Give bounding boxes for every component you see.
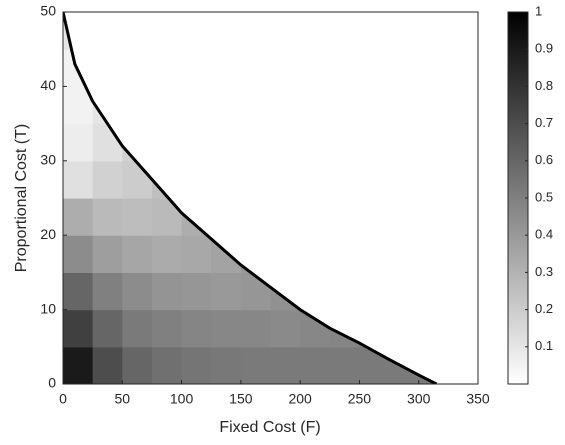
cell — [92, 272, 123, 311]
cell — [122, 272, 153, 311]
cell — [63, 160, 94, 199]
x-tick-label: 100 — [170, 391, 194, 407]
cell — [240, 309, 272, 348]
cells — [63, 12, 437, 384]
cell — [63, 272, 94, 311]
cell — [92, 198, 123, 236]
cell — [270, 309, 301, 348]
cell — [63, 123, 94, 162]
colorbar-tick-label: 0.3 — [535, 264, 553, 279]
cell — [63, 346, 94, 384]
cell — [122, 198, 153, 236]
x-tick-label: 150 — [229, 391, 253, 407]
cell — [151, 160, 183, 199]
cell — [240, 346, 272, 384]
plot-frame — [62, 11, 479, 385]
cell — [122, 309, 153, 348]
colorbar-tick-label: 0.8 — [535, 78, 553, 93]
colorbar-tick-label: 0.6 — [535, 152, 553, 167]
cell — [211, 346, 242, 384]
cell — [63, 235, 94, 273]
x-tick-label: 50 — [114, 391, 130, 407]
x-tick-label: 200 — [288, 391, 312, 407]
cell — [300, 309, 331, 348]
colorbar-tick-label: 0.9 — [535, 41, 553, 56]
cell — [151, 198, 183, 236]
colorbar-tick-label: 0.5 — [535, 189, 553, 204]
x-tick-label: 300 — [407, 391, 431, 407]
cell — [151, 309, 183, 348]
heatmap — [63, 12, 438, 384]
cell — [63, 309, 94, 348]
cell — [181, 346, 212, 384]
cell — [122, 160, 153, 199]
cell — [211, 272, 242, 311]
cell — [359, 309, 390, 348]
y-tick-label: 0 — [48, 375, 56, 391]
cell — [181, 309, 212, 348]
y-tick-label: 50 — [40, 3, 56, 19]
colorbar-tick-label: 0.2 — [535, 301, 553, 316]
boundary-line — [63, 12, 438, 384]
cell — [151, 235, 183, 273]
cell — [122, 235, 153, 273]
colorbar-tick-label: 0.4 — [535, 227, 553, 242]
cell — [122, 123, 153, 162]
y-tick-label: 40 — [40, 77, 56, 93]
cell — [92, 346, 123, 384]
y-axis-label: Proportional Cost (T) — [13, 124, 30, 273]
cell — [389, 346, 420, 384]
cell — [92, 86, 123, 125]
cell — [211, 309, 242, 348]
cell — [92, 235, 123, 273]
cell — [329, 346, 361, 384]
y-tick-label: 20 — [40, 226, 56, 242]
cell — [181, 272, 212, 311]
cell — [63, 198, 94, 236]
cell — [300, 346, 331, 384]
cell — [92, 160, 123, 199]
x-tick-label: 250 — [348, 391, 372, 407]
y-tick-label: 30 — [40, 152, 56, 168]
cell — [122, 346, 153, 384]
colorbar-tick-label: 1 — [535, 3, 542, 18]
colorbar-tick-label: 0.1 — [535, 338, 553, 353]
cell — [181, 235, 212, 273]
x-tick-label: 350 — [466, 391, 490, 407]
x-tick-label: 0 — [59, 391, 67, 407]
x-axis-label: Fixed Cost (F) — [219, 419, 320, 436]
cell — [270, 346, 301, 384]
y-tick-label: 10 — [40, 300, 56, 316]
cell — [151, 272, 183, 311]
cell — [151, 346, 183, 384]
colorbar-tick-label: 0.7 — [535, 115, 553, 130]
cell — [92, 309, 123, 348]
